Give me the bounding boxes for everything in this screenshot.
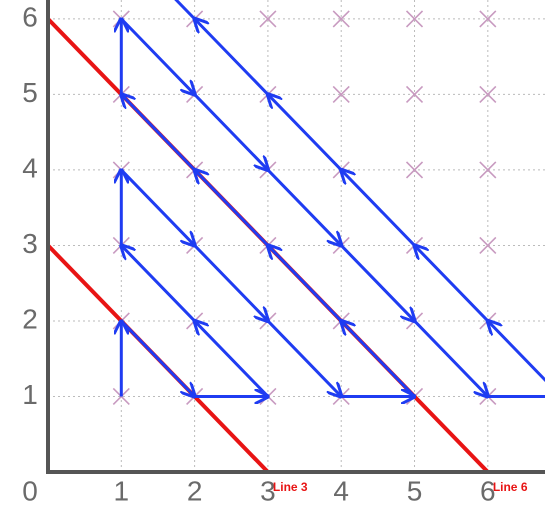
- x-tick-label: 3: [260, 475, 276, 506]
- x-tick-label: 6: [480, 475, 496, 506]
- path-arrow: [413, 319, 488, 397]
- path-arrow: [195, 170, 269, 247]
- path-arrow: [340, 244, 414, 321]
- path-arrow: [341, 170, 416, 247]
- y-tick-label: 1: [22, 379, 38, 410]
- line-label: Line 3: [273, 480, 308, 494]
- path-arrow: [193, 93, 268, 170]
- y-tick-label: 3: [22, 228, 38, 259]
- y-tick-label: 2: [22, 303, 38, 334]
- line-label: Line 6: [493, 480, 528, 494]
- path-arrow: [174, 0, 196, 20]
- lattice-cross: [405, 85, 424, 103]
- x-tick-label: 0: [22, 475, 38, 506]
- path-arrow: [415, 245, 489, 323]
- y-tick-label: 4: [22, 152, 38, 183]
- lattice-cross: [479, 161, 497, 179]
- path-arrow: [121, 245, 196, 323]
- x-tick-label: 2: [187, 475, 203, 506]
- x-tick-label: 5: [407, 475, 423, 506]
- path-arrow: [120, 319, 194, 397]
- path-arrow: [268, 94, 343, 171]
- lattice-cross: [405, 10, 424, 28]
- path-arrow: [195, 321, 269, 398]
- path-arrow: [268, 245, 343, 323]
- lattice-cross: [259, 10, 277, 28]
- lattice-cross: [479, 10, 497, 28]
- path-arrow: [120, 17, 194, 95]
- lattice-cross: [405, 161, 424, 179]
- path-arrow: [195, 19, 269, 96]
- y-tick-label: 6: [22, 1, 38, 32]
- path-arrow: [266, 168, 341, 246]
- path-arrow: [488, 321, 545, 383]
- x-tick-label: 1: [114, 475, 130, 506]
- path-arrow: [120, 168, 194, 246]
- lattice-cross: [332, 85, 350, 103]
- plot-area: [48, 0, 545, 472]
- path-arrow: [121, 94, 196, 171]
- lattice-cross: [479, 236, 497, 255]
- lattice-cross: [479, 85, 497, 103]
- path-arrow: [266, 319, 341, 397]
- lattice-cross: [332, 10, 350, 28]
- path-arrow: [193, 244, 268, 321]
- y-tick-label: 5: [22, 77, 38, 108]
- x-tick-label: 4: [333, 475, 349, 506]
- path-arrow: [341, 321, 416, 398]
